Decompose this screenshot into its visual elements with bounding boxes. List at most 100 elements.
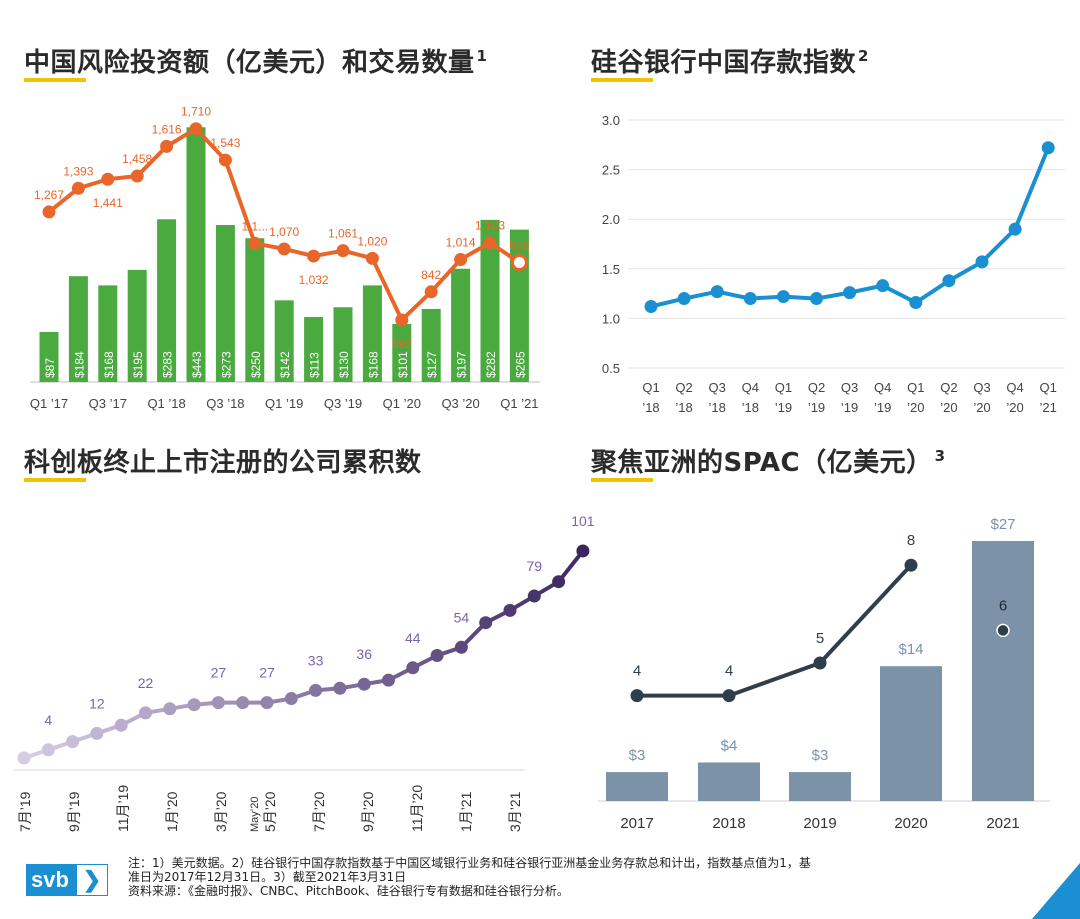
vc-deals-label: 1,070 <box>269 225 299 239</box>
deposit-title-underline <box>591 78 653 82</box>
vc-bar-label: $127 <box>425 351 439 378</box>
deposit-index-point <box>743 292 757 306</box>
deposit-x-tick-label: Q3 <box>841 380 858 395</box>
star-cumulative-point <box>527 589 541 603</box>
deposit-index-point <box>876 279 890 293</box>
deposit-x-tick-year: ’20 <box>1006 400 1023 415</box>
svb-logo-text: svb <box>31 867 69 892</box>
vc-bar <box>333 307 353 382</box>
deposit-x-tick-label: Q1 <box>642 380 659 395</box>
vc-bar-label: $195 <box>131 351 145 378</box>
deposit-x-tick-year: ’19 <box>874 400 891 415</box>
star-x-tick-label: 1月’21 <box>458 791 474 832</box>
spac-title-footnote: 3 <box>934 447 946 466</box>
vc-deals-point <box>248 236 262 250</box>
deposit-y-tick-label: 2.5 <box>602 163 620 178</box>
vc-bar-label: $197 <box>455 351 469 378</box>
vc-bar <box>68 276 88 382</box>
star-cumulative-point <box>187 698 201 712</box>
spac-bar <box>698 762 760 801</box>
vc-bar-label: $443 <box>190 351 204 378</box>
vc-bar <box>362 285 382 382</box>
star-cumulative-point <box>576 544 590 558</box>
spac-count-label: 6 <box>999 597 1007 614</box>
deposit-x-tick-year: ’20 <box>973 400 990 415</box>
vc-title-underline <box>24 78 86 82</box>
vc-x-tick-label: Q1 ’20 <box>383 396 421 411</box>
footer-note-line-2: 准日为2017年12月31日。3）截至2021年3月31日 <box>128 870 407 884</box>
deposit-index-point <box>776 290 790 304</box>
star-cumulative-point <box>114 718 128 732</box>
spac-title-text: 聚焦亚洲的SPAC（亿美元） <box>591 448 933 478</box>
vc-deals-point <box>71 181 85 195</box>
vc-x-tick-label: Q3 ’20 <box>441 396 479 411</box>
spac-count-line <box>637 563 913 698</box>
deposit-index-point <box>843 286 857 300</box>
spac-bar <box>606 772 668 801</box>
svb-logo: svb ❯ <box>26 864 108 896</box>
star-value-label: 101 <box>571 513 595 529</box>
deposit-x-tick-year: ’20 <box>940 400 957 415</box>
vc-bar <box>480 219 500 382</box>
deposit-x-tick-label: Q4 <box>742 380 759 395</box>
spac-count-point <box>996 623 1010 638</box>
star-cumulative-point <box>284 692 298 706</box>
star-x-tick-label: 9月’20 <box>360 791 376 832</box>
vc-bar <box>39 331 59 382</box>
footer-source: 资料来源：《金融时报》、CNBC、PitchBook、硅谷银行专有数据和硅谷银行… <box>128 884 569 898</box>
vc-bar-label: $130 <box>337 351 351 378</box>
star-cumulative-point <box>66 735 80 749</box>
vc-deals-point <box>101 172 115 186</box>
vc-bar <box>304 317 324 382</box>
star-x-tick-label: 11月’19 <box>115 785 131 832</box>
vc-deals-label: 1,616 <box>152 122 182 136</box>
spac-count-point <box>813 656 827 670</box>
vc-bar <box>186 127 206 383</box>
vc-deals-point <box>424 285 438 299</box>
vc-x-tick-label: Q1 ’18 <box>147 396 185 411</box>
star-value-label: 4 <box>44 712 52 728</box>
vc-bar <box>451 268 471 382</box>
star-cumulative-point <box>211 696 225 710</box>
deposit-x-tick-year: ’19 <box>808 400 825 415</box>
spac-count-point <box>722 689 736 703</box>
star-cumulative-point <box>430 649 444 662</box>
vc-bar-label: $142 <box>278 351 292 378</box>
vc-deals-label: 1,014 <box>446 235 476 249</box>
spac-bar-label: $3 <box>812 747 829 764</box>
vc-x-tick-label: Q3 ’19 <box>324 396 362 411</box>
spac-bar <box>972 540 1034 801</box>
vc-bar <box>392 323 412 382</box>
corner-decoration <box>1032 863 1080 919</box>
star-value-label: 22 <box>138 675 154 691</box>
deposit-y-tick-label: 1.0 <box>602 311 620 326</box>
vc-bar <box>127 269 147 382</box>
vc-deals-label: 1,267 <box>34 188 64 202</box>
vc-bar-label: $265 <box>513 351 527 378</box>
deposit-x-tick-label: Q1 <box>775 380 792 395</box>
star-title-text: 科创板终止上市注册的公司累积数 <box>24 448 422 478</box>
spac-x-tick-label: 2021 <box>986 815 1019 832</box>
star-cumulative-point <box>406 661 420 675</box>
vc-deals-label: 692 <box>392 337 412 351</box>
deposit-index-point <box>810 292 823 306</box>
star-cumulative-point <box>333 681 347 695</box>
spac-chart-title: 聚焦亚洲的SPAC（亿美元） 3 <box>591 442 946 479</box>
star-x-tick-label: 3月’20 <box>213 791 229 832</box>
vc-deals-label: 1,020 <box>357 234 387 248</box>
star-value-label: 27 <box>259 665 275 681</box>
star-cumulative-line-segment <box>556 548 585 584</box>
star-x-tick-label: 3月’21 <box>507 791 523 832</box>
star-cumulative-point <box>503 603 517 617</box>
star-cumulative-point <box>479 616 493 630</box>
vc-deals-point <box>395 313 409 327</box>
star-x-tick-label: 11月’20 <box>409 785 425 832</box>
star-x-tick-label: 7月’19 <box>17 791 33 832</box>
vc-bar-label: $250 <box>249 351 263 378</box>
vc-deals-label: 1,710 <box>181 105 211 119</box>
vc-deals-label: 1,032 <box>299 273 329 287</box>
deposit-y-tick-label: 3.0 <box>602 113 620 128</box>
vc-deals-label: 998 <box>509 238 529 252</box>
star-value-label: 36 <box>356 646 372 662</box>
